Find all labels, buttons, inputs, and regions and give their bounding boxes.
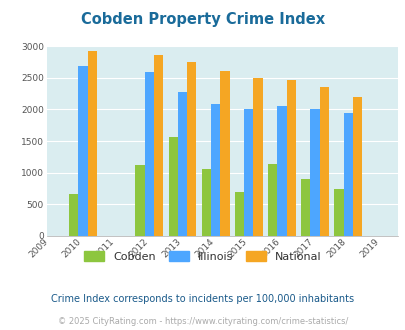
Bar bbox=[220, 71, 229, 236]
Bar bbox=[87, 50, 97, 236]
Bar bbox=[352, 97, 361, 236]
Bar bbox=[319, 87, 328, 236]
Text: © 2025 CityRating.com - https://www.cityrating.com/crime-statistics/: © 2025 CityRating.com - https://www.city… bbox=[58, 317, 347, 326]
Text: Cobden Property Crime Index: Cobden Property Crime Index bbox=[81, 12, 324, 26]
Bar bbox=[343, 113, 352, 236]
Bar bbox=[211, 104, 220, 236]
Bar bbox=[267, 164, 277, 236]
Legend: Cobden, Illinois, National: Cobden, Illinois, National bbox=[79, 247, 326, 267]
Bar bbox=[301, 179, 310, 236]
Bar bbox=[69, 194, 78, 236]
Bar bbox=[168, 137, 177, 236]
Bar bbox=[333, 188, 343, 236]
Bar bbox=[145, 72, 153, 236]
Bar bbox=[187, 62, 196, 236]
Bar bbox=[135, 165, 145, 236]
Bar bbox=[286, 80, 295, 236]
Bar bbox=[153, 55, 163, 236]
Bar bbox=[201, 169, 211, 236]
Bar bbox=[243, 110, 253, 236]
Bar bbox=[78, 66, 87, 236]
Bar bbox=[277, 106, 286, 236]
Text: Crime Index corresponds to incidents per 100,000 inhabitants: Crime Index corresponds to incidents per… bbox=[51, 294, 354, 304]
Bar bbox=[177, 92, 187, 236]
Bar bbox=[234, 192, 243, 236]
Bar bbox=[253, 78, 262, 236]
Bar bbox=[310, 109, 319, 236]
